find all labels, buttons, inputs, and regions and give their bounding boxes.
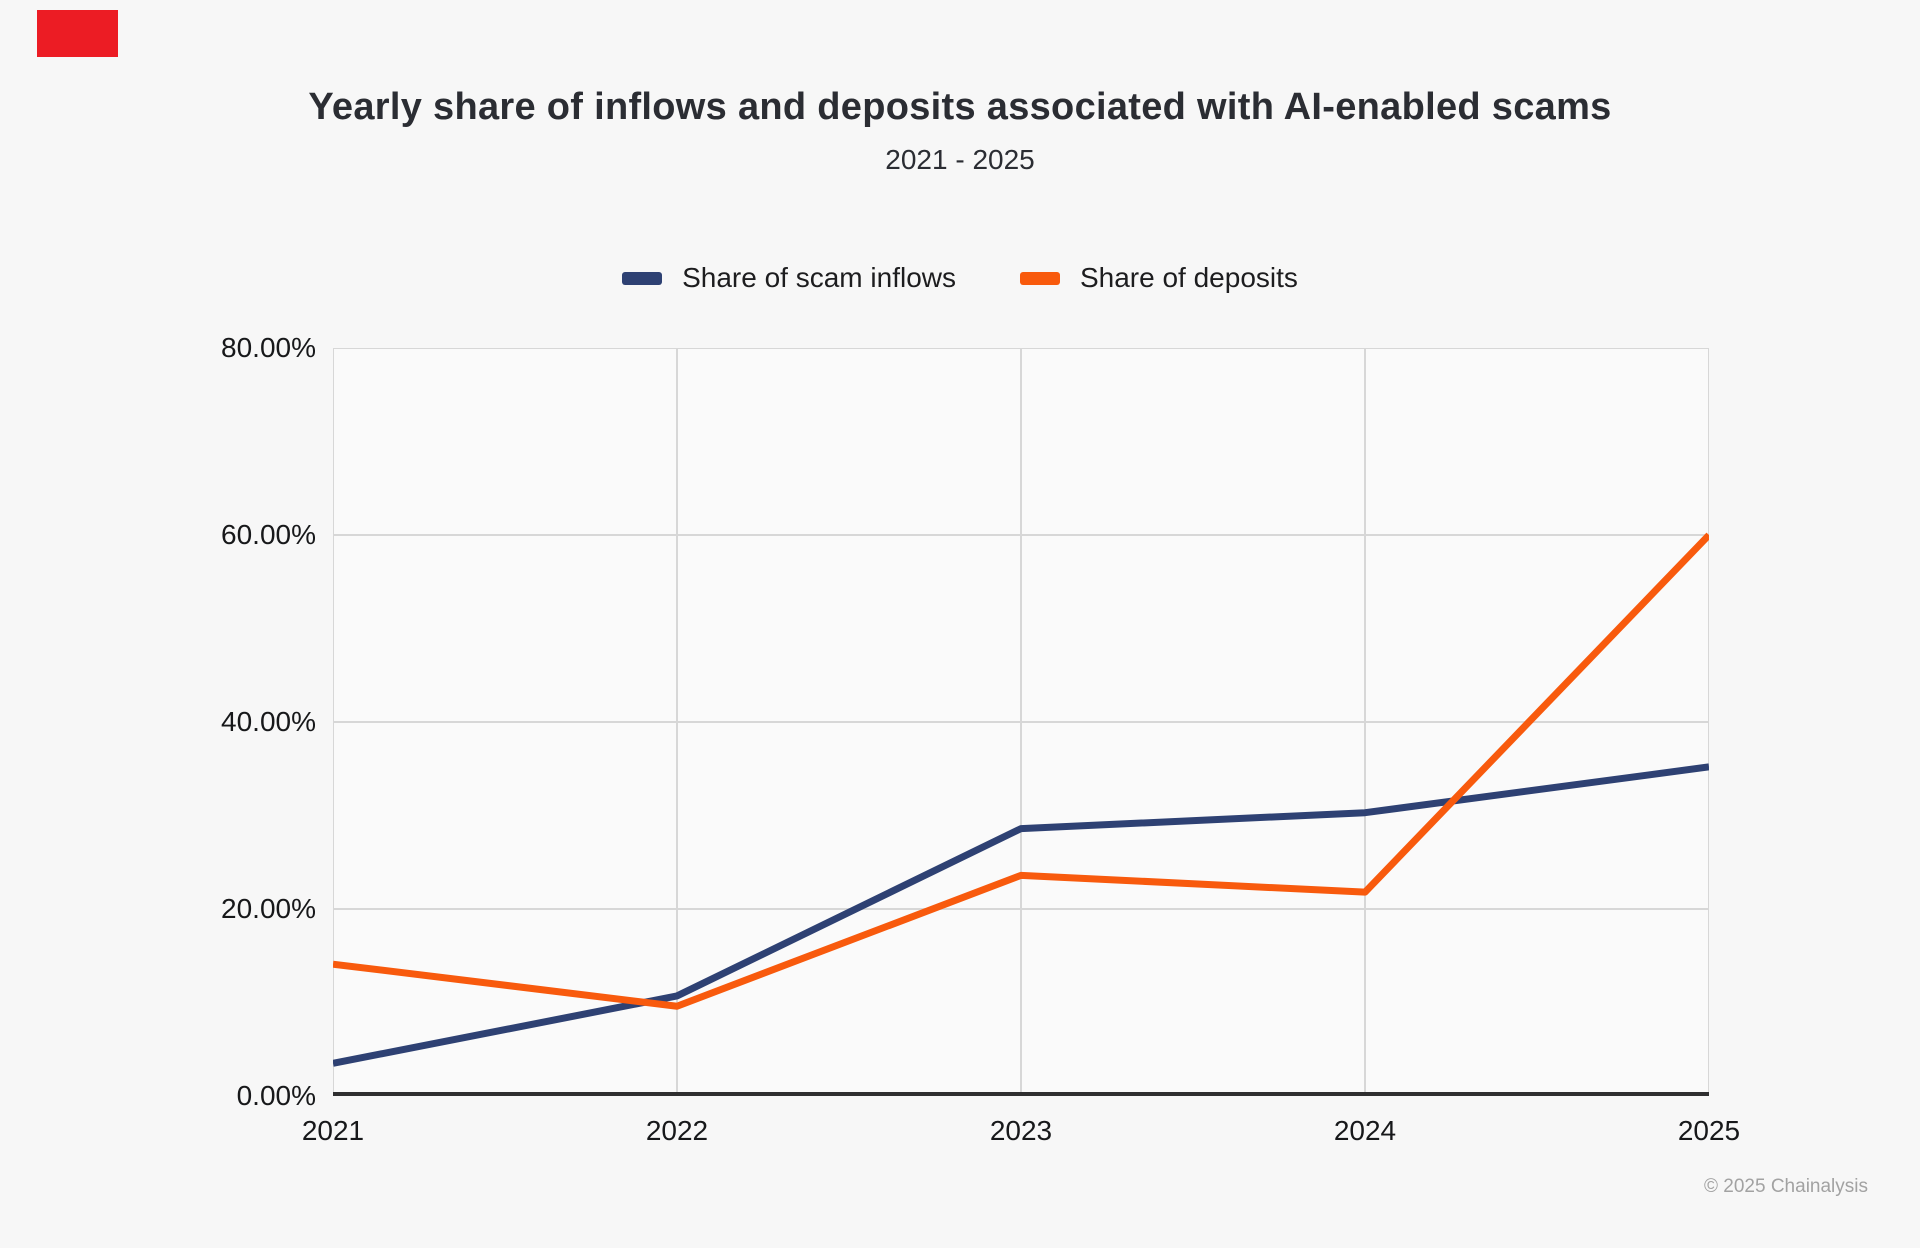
y-tick-label: 60.00% (221, 519, 316, 550)
x-tick-label: 2023 (989, 1115, 1053, 1146)
x-tick-label: 2022 (645, 1115, 709, 1146)
annotation-red-box (37, 10, 118, 57)
legend-item-scam-inflows: Share of scam inflows (622, 262, 956, 294)
plot-area (333, 348, 1709, 1096)
series-line-deposits (333, 532, 1709, 1010)
copyright: © 2025 Chainalysis (1704, 1176, 1868, 1197)
chart-subtitle: 2021 - 2025 (885, 144, 1035, 175)
legend-item-deposits: Share of deposits (1019, 262, 1298, 294)
series-line-scam-inflows (333, 763, 1709, 1067)
y-tick-label: 0.00% (236, 1080, 316, 1111)
x-tick-label: 2025 (1677, 1115, 1741, 1146)
legend-label-scam-inflows: Share of scam inflows (682, 262, 956, 293)
legend-swatch-deposits-icon (1019, 271, 1060, 285)
y-tick-label: 20.00% (221, 893, 316, 924)
x-tick-label: 2024 (1333, 1115, 1397, 1146)
y-tick-label: 80.00% (221, 332, 316, 363)
legend: Share of scam inflows Share of deposits (0, 260, 1920, 296)
plot-wrap: 0.00% 20.00% 40.00% 60.00% 80.00% 2021 2022 202… (0, 332, 1920, 1146)
y-tick-label: 40.00% (221, 706, 316, 737)
x-tick-label: 2021 (301, 1115, 365, 1146)
chart-title: Yearly share of inflows and deposits ass… (308, 86, 1612, 128)
legend-label-deposits: Share of deposits (1079, 262, 1298, 293)
plot-svg (333, 348, 1709, 1096)
legend-swatch-scam-inflows-icon (622, 271, 663, 285)
